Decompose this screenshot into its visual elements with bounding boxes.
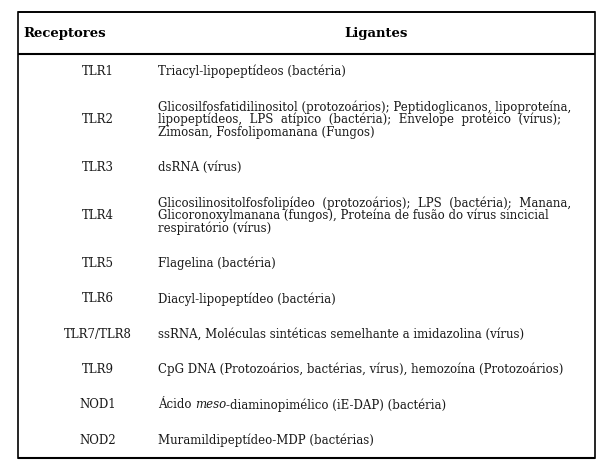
Text: lipopeptídeos,  LPS  atípico  (bactéria);  Envelope  protéico  (vírus);: lipopeptídeos, LPS atípico (bactéria); E… (158, 113, 561, 126)
Text: TLR4: TLR4 (82, 209, 114, 222)
Text: meso: meso (195, 399, 226, 411)
Text: ssRNA, Moléculas sintéticas semelhante a imidazolina (vírus): ssRNA, Moléculas sintéticas semelhante a… (158, 328, 524, 341)
Text: Ácido: Ácido (158, 399, 195, 411)
Text: Receptores: Receptores (23, 26, 106, 39)
Text: Triacyl-lipopeptídeos (bactéria): Triacyl-lipopeptídeos (bactéria) (158, 65, 346, 78)
Text: TLR3: TLR3 (82, 161, 114, 174)
Text: NOD1: NOD1 (80, 399, 117, 411)
Text: TLR1: TLR1 (82, 65, 114, 78)
Text: dsRNA (vírus): dsRNA (vírus) (158, 161, 242, 174)
Text: Glicosilinositolfosfolipídeo  (protozoários);  LPS  (bactéria);  Manana,: Glicosilinositolfosfolipídeo (protozoári… (158, 196, 571, 210)
Text: respiratório (vírus): respiratório (vírus) (158, 221, 271, 235)
Text: Diacyl-lipopeptídeo (bactéria): Diacyl-lipopeptídeo (bactéria) (158, 292, 336, 306)
Text: TLR7/TLR8: TLR7/TLR8 (64, 328, 132, 341)
Text: Muramildipeptídeo-MDP (bactérias): Muramildipeptídeo-MDP (bactérias) (158, 433, 374, 447)
Text: TLR6: TLR6 (82, 292, 114, 306)
Text: Zimosan, Fosfolipomanana (Fungos): Zimosan, Fosfolipomanana (Fungos) (158, 126, 375, 139)
Text: Flagelina (bactéria): Flagelina (bactéria) (158, 257, 276, 270)
Text: NOD2: NOD2 (80, 434, 117, 447)
Text: TLR5: TLR5 (82, 257, 114, 270)
Text: -diaminopimélico (iE-DAP) (bactéria): -diaminopimélico (iE-DAP) (bactéria) (226, 398, 447, 412)
Text: Glicoronoxylmanana (fungos), Proteína de fusão do vírus sincicial: Glicoronoxylmanana (fungos), Proteína de… (158, 209, 549, 222)
Text: TLR9: TLR9 (82, 363, 114, 376)
Text: CpG DNA (Protozoários, bactérias, vírus), hemozoína (Protozoários): CpG DNA (Protozoários, bactérias, vírus)… (158, 363, 563, 376)
Text: TLR2: TLR2 (82, 113, 114, 126)
Text: Ligantes: Ligantes (345, 26, 408, 39)
Text: Glicosilfosfatidilinositol (protozoários); Peptidoglicanos, lipoproteína,: Glicosilfosfatidilinositol (protozoários… (158, 100, 571, 114)
